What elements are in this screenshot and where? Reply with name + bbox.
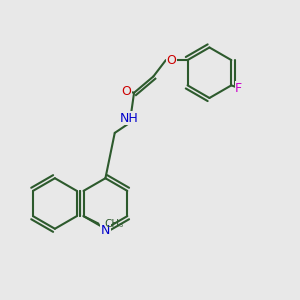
Text: O: O <box>166 54 176 67</box>
Text: CH₃: CH₃ <box>104 219 124 229</box>
Text: O: O <box>122 85 132 98</box>
Text: F: F <box>235 82 242 95</box>
Text: NH: NH <box>120 112 139 124</box>
Text: N: N <box>101 224 110 237</box>
